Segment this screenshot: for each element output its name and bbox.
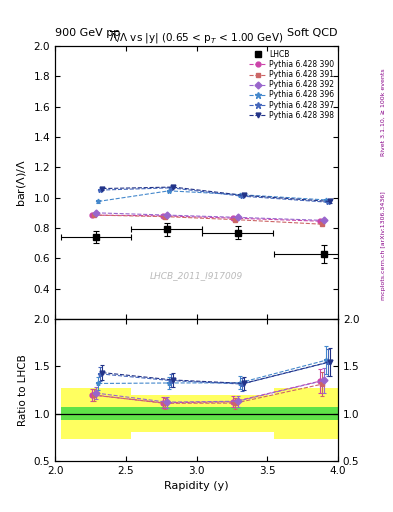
Text: LHCB_2011_I917009: LHCB_2011_I917009 [150,271,243,280]
X-axis label: Rapidity (y): Rapidity (y) [164,481,229,491]
Text: Soft QCD: Soft QCD [288,28,338,38]
Y-axis label: Ratio to LHCB: Ratio to LHCB [18,354,28,426]
Text: 900 GeV pp: 900 GeV pp [55,28,120,38]
Title: $\overline{\Lambda}/\Lambda$ vs |y| (0.65 < p$_T$ < 1.00 GeV): $\overline{\Lambda}/\Lambda$ vs |y| (0.6… [109,30,284,46]
Text: Rivet 3.1.10, ≥ 100k events: Rivet 3.1.10, ≥ 100k events [381,69,386,157]
Y-axis label: bar($\Lambda$)/$\Lambda$: bar($\Lambda$)/$\Lambda$ [15,159,28,206]
Legend: LHCB, Pythia 6.428 390, Pythia 6.428 391, Pythia 6.428 392, Pythia 6.428 396, Py: LHCB, Pythia 6.428 390, Pythia 6.428 391… [248,48,336,121]
Text: mcplots.cern.ch [arXiv:1306.3436]: mcplots.cern.ch [arXiv:1306.3436] [381,191,386,300]
